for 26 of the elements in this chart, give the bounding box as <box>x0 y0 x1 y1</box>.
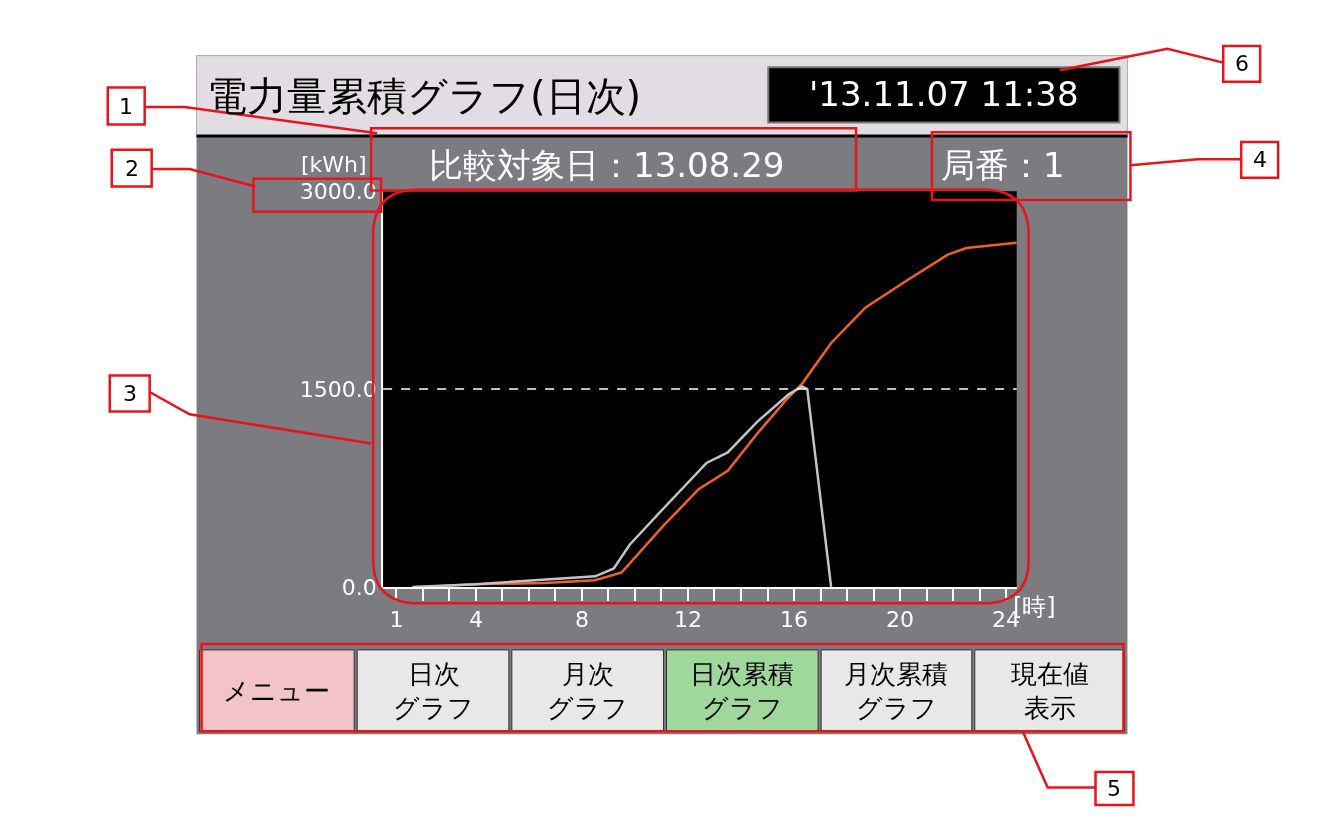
x-tick-label: 8 <box>574 607 589 633</box>
text: '13.11.07 11:38 <box>809 74 1079 114</box>
y-axis-title: [kWh] <box>301 152 367 177</box>
x-tick-label: 12 <box>673 607 702 633</box>
text: 比較対象日：13.08.29 <box>429 145 785 185</box>
text: 局番：1 <box>941 145 1065 185</box>
text: 5 <box>1107 776 1121 801</box>
text: 1 <box>119 94 133 119</box>
text: 現在値表示 <box>1011 659 1089 723</box>
y-tick-label: 0.0 <box>341 574 377 600</box>
x-tick-label: 1 <box>389 607 404 633</box>
x-tick-label: 4 <box>468 607 483 633</box>
text: 2 <box>125 156 139 181</box>
text: 6 <box>1235 51 1249 76</box>
x-tick-label: 20 <box>886 607 915 633</box>
text: 3 <box>123 381 137 406</box>
text: 月次累積グラフ <box>844 659 948 723</box>
text: メニュー <box>223 676 330 706</box>
y-tick-label: 3000.0 <box>299 179 377 205</box>
text: 日次累積グラフ <box>690 659 794 723</box>
chart-title: 電力量累積グラフ(日次) <box>207 73 642 119</box>
x-tick-label: 16 <box>780 607 809 633</box>
text: 月次グラフ <box>547 659 628 723</box>
line-series <box>411 385 833 587</box>
text: 4 <box>1253 147 1267 172</box>
text: 日次グラフ <box>393 659 474 723</box>
